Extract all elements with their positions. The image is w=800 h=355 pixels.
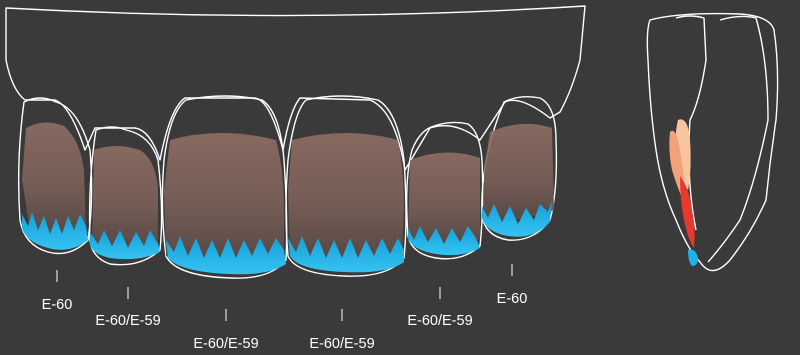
tooth-1 (17, 97, 93, 255)
tooth-3-enamel (166, 236, 286, 275)
tooth-2-enamel (90, 230, 160, 260)
tooth-6 (481, 95, 558, 241)
tooth-2-outline (88, 126, 163, 266)
tooth-1-dentin (22, 122, 86, 234)
tooth-4 (285, 95, 407, 277)
tooth-4-dentin (288, 133, 404, 258)
tooth-1-outline (17, 97, 93, 255)
tooth-5-dentin (408, 152, 480, 243)
tooth-1-enamel (22, 212, 88, 250)
tooth-3-dentin (164, 133, 284, 260)
tooth-6-dentin (484, 123, 554, 220)
tooth-2 (88, 126, 163, 266)
tooth-3-outline (161, 95, 288, 279)
mamelon-red (680, 176, 695, 248)
cross-section-pulp-outline (707, 15, 769, 263)
tooth-5-outline (405, 121, 484, 260)
tooth-5 (405, 121, 484, 260)
label-tooth-5: E-60/E-59 (407, 313, 472, 329)
tooth-cross-section (646, 12, 779, 272)
tooth-6-enamel (482, 200, 552, 237)
tooth-4-outline (285, 95, 407, 277)
cross-section-outline (646, 12, 779, 272)
tooth-2-dentin (92, 146, 158, 248)
cross-section-inner-outline (675, 15, 707, 231)
tooth-3 (161, 95, 288, 279)
gum-outline (5, 5, 586, 171)
label-tooth-6: E-60 (497, 291, 528, 307)
label-tooth-1: E-60 (42, 297, 73, 313)
incisal-blue-tip (688, 249, 698, 266)
label-tooth-3: E-60/E-59 (193, 336, 258, 352)
label-tooth-4: E-60/E-59 (309, 336, 374, 352)
tooth-4-enamel (288, 236, 404, 273)
label-tooth-2: E-60/E-59 (95, 313, 160, 329)
tooth-5-enamel (408, 226, 480, 256)
